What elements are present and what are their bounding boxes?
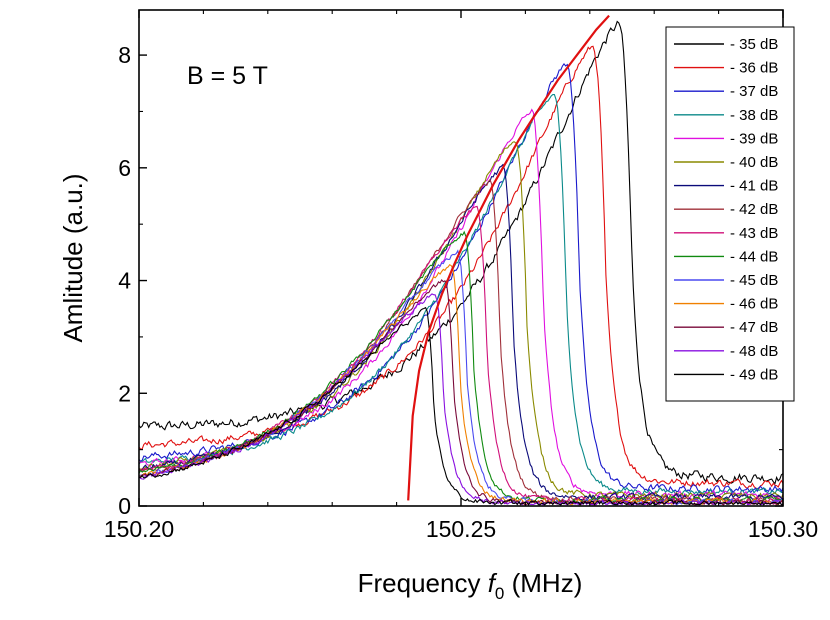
legend-label-15: - 49 dB: [730, 366, 778, 383]
y-tick-label: 0: [118, 493, 131, 519]
y-tick-label: 8: [118, 42, 131, 68]
y-tick-label: 6: [118, 155, 131, 181]
legend-label-2: - 36 dB: [730, 60, 778, 77]
field-annotation: B = 5 T: [187, 62, 268, 90]
legend-label-11: - 45 dB: [730, 272, 778, 289]
x-axis-title-prefix: Frequency: [358, 568, 488, 598]
backbone-curve: [407, 14, 610, 501]
legend-label-3: - 37 dB: [730, 83, 778, 100]
legend-label-1: - 35 dB: [730, 36, 778, 53]
x-axis-title: Frequency f0 (MHz): [358, 568, 583, 603]
axes-ticks: 150.20 150.25 150.30 0 2 4 6 8: [104, 10, 818, 542]
y-tick-label: 4: [118, 268, 131, 294]
legend-label-7: - 41 dB: [730, 178, 778, 195]
legend-label-8: - 42 dB: [730, 201, 778, 218]
legend-items: - 35 dB - 36 dB - 37 dB - 38 dB - 39 dB - 40 …: [674, 36, 778, 383]
legend-label-10: - 44 dB: [730, 248, 778, 265]
x-axis-title-subscript: 0: [495, 584, 504, 603]
legend-label-5: - 39 dB: [730, 130, 778, 147]
series-line-15: [138, 306, 784, 506]
legend-label-6: - 40 dB: [730, 154, 778, 171]
legend-label-9: - 43 dB: [730, 225, 778, 242]
x-axis-title-suffix: (MHz): [504, 568, 582, 598]
x-axis-title-symbol: f: [488, 568, 498, 598]
series-line-11: [138, 249, 784, 506]
y-axis-title: Amlitude (a.u.): [58, 173, 88, 342]
legend-label-14: - 48 dB: [730, 343, 778, 360]
legend-box: [665, 26, 795, 402]
backbone-layer: [407, 14, 610, 501]
x-tick-label: 150.20: [104, 516, 174, 542]
series-line-2: [138, 45, 784, 490]
series-line-3: [138, 62, 784, 495]
x-tick-label: 150.30: [748, 516, 818, 542]
series-line-13: [138, 278, 784, 506]
legend: - 35 dB - 36 dB - 37 dB - 38 dB - 39 dB - 40 …: [665, 26, 795, 402]
legend-label-13: - 47 dB: [730, 319, 778, 336]
y-tick-label: 2: [118, 380, 131, 406]
legend-label-4: - 38 dB: [730, 107, 778, 124]
legend-label-12: - 46 dB: [730, 296, 778, 313]
x-tick-label: 150.25: [426, 516, 496, 542]
series-layer: [138, 20, 784, 506]
series-line-1: [138, 20, 784, 485]
